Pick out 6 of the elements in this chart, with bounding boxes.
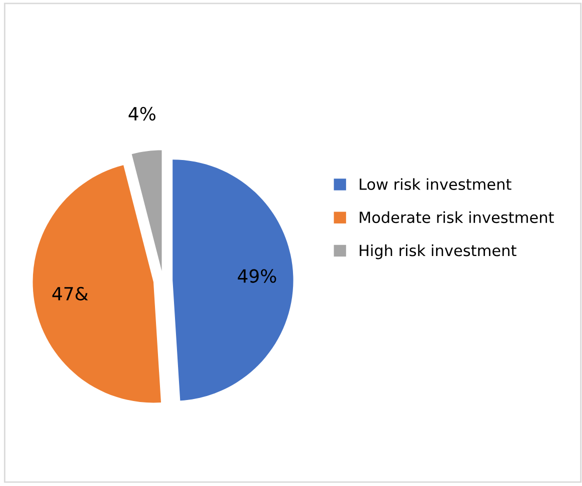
data-label: 49% xyxy=(238,269,276,283)
legend-label: Moderate risk investment xyxy=(360,211,554,224)
legend-label: High risk investment xyxy=(360,244,516,260)
data-label: 47& xyxy=(52,286,88,300)
legend-label: Low risk investment xyxy=(360,178,512,190)
data-label: 4% xyxy=(128,106,156,121)
